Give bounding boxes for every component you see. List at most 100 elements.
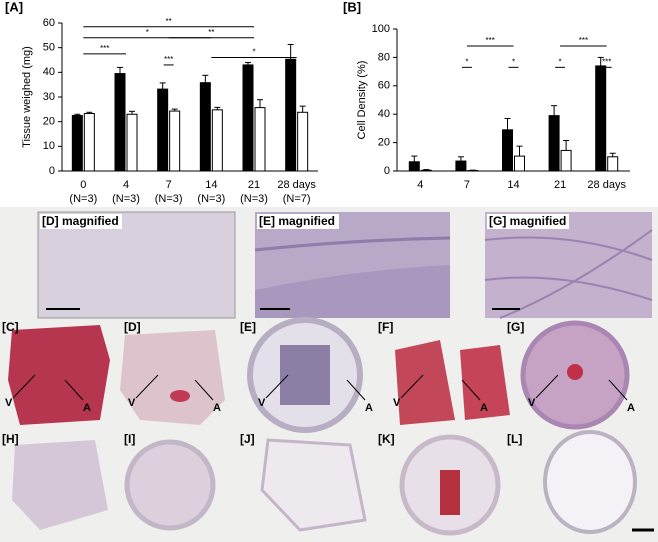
y-tick-label: 60 (378, 80, 390, 92)
arrow (608, 379, 628, 401)
arrow (265, 374, 289, 399)
marker-label: V (393, 397, 401, 409)
specimen (280, 345, 330, 405)
image (37, 211, 236, 319)
y-axis-label: Cell Density (%) (356, 61, 368, 140)
label-box (40, 214, 122, 229)
arrow (64, 379, 84, 401)
x-tick-sublabel: (N=3) (155, 193, 183, 205)
x-tick-sublabel: (N=7) (283, 193, 311, 205)
x-tick-label: 14 (507, 179, 519, 191)
x-tick-label: 14 (205, 179, 217, 191)
bar (126, 113, 138, 172)
bar (254, 107, 266, 172)
significance-label: *** (100, 44, 109, 53)
bar (420, 169, 432, 172)
x-tick-label: 0 (80, 179, 86, 191)
bar (607, 156, 619, 172)
x-tick-sublabel: (N=3) (69, 193, 97, 205)
significance-label: *** (486, 36, 495, 45)
arrow (461, 379, 481, 401)
marker-label: A (365, 402, 373, 414)
bar (242, 64, 254, 172)
bar (560, 149, 572, 172)
image-texture (254, 236, 451, 252)
bar (71, 115, 83, 172)
specimen (440, 470, 460, 515)
panel-label: [F] (378, 320, 393, 334)
image-texture (255, 265, 450, 318)
bar (169, 110, 181, 172)
bar (548, 115, 560, 172)
y-tick-label: 20 (43, 116, 55, 128)
panel-label: [C] (2, 320, 19, 334)
y-tick-label: 100 (372, 23, 390, 35)
x-tick-label: 21 (554, 179, 566, 191)
specimen (567, 364, 583, 380)
significance-label: *** (164, 55, 173, 64)
chart-title: [A] (5, 0, 23, 14)
bar (211, 109, 223, 172)
chart-title: [B] (343, 0, 361, 14)
x-tick-label: 28 days (277, 179, 316, 191)
y-tick-label: 0 (384, 165, 390, 177)
bar (408, 161, 420, 172)
x-tick-label: 7 (464, 179, 470, 191)
specimen (120, 330, 225, 425)
bar (502, 129, 513, 172)
bar (595, 65, 607, 172)
significance-label: * (252, 48, 255, 57)
y-tick-label: 60 (43, 17, 55, 29)
panel-label: [D] magnified (42, 214, 119, 228)
y-tick-label: 10 (43, 140, 55, 152)
marker-label: V (258, 397, 266, 409)
panel-label: [E] magnified (259, 214, 335, 228)
marker-label: A (213, 402, 221, 414)
y-tick-label: 40 (378, 108, 390, 120)
x-tick-sublabel: (N=3) (197, 193, 225, 205)
bar (297, 111, 309, 172)
significance-label: *** (579, 36, 588, 45)
marker-label: A (627, 402, 635, 414)
label-box (257, 214, 339, 229)
significance-label: * (512, 57, 515, 66)
specimen (260, 438, 367, 532)
panel-label: [E] (240, 320, 256, 334)
panel-label: [G] (507, 320, 524, 334)
arrow (346, 379, 366, 401)
marker-label: A (480, 402, 488, 414)
specimen (170, 390, 190, 402)
y-axis-label: Tissue weighed (mg) (21, 46, 33, 148)
image (485, 212, 652, 318)
x-tick-label: 21 (248, 179, 260, 191)
x-tick-label: 28 days (587, 179, 626, 191)
panel-label: [J] (240, 432, 255, 446)
specimen (8, 325, 110, 425)
significance-label: * (559, 57, 562, 66)
bar (455, 160, 467, 172)
panel-label: [I] (124, 432, 135, 446)
bar (157, 88, 169, 172)
bar (285, 58, 297, 172)
x-tick-label: 4 (123, 179, 129, 191)
marker-label: V (528, 397, 536, 409)
x-tick-label: 7 (166, 179, 172, 191)
x-tick-label: 4 (417, 179, 423, 191)
panel-label: [H] (2, 432, 19, 446)
y-tick-label: 30 (43, 91, 55, 103)
arrow (12, 374, 36, 399)
marker-label: A (83, 402, 91, 414)
specimen (12, 440, 108, 530)
y-tick-label: 0 (49, 165, 55, 177)
y-tick-label: 80 (378, 51, 390, 63)
x-tick-sublabel: (N=3) (112, 193, 140, 205)
marker-label: V (5, 397, 13, 409)
significance-label: * (465, 57, 468, 66)
bar (83, 113, 95, 172)
x-tick-sublabel: (N=3) (240, 193, 268, 205)
significance-label: ** (166, 17, 172, 26)
specimen (543, 430, 637, 534)
y-tick-label: 50 (43, 42, 55, 54)
arrow (194, 379, 214, 401)
